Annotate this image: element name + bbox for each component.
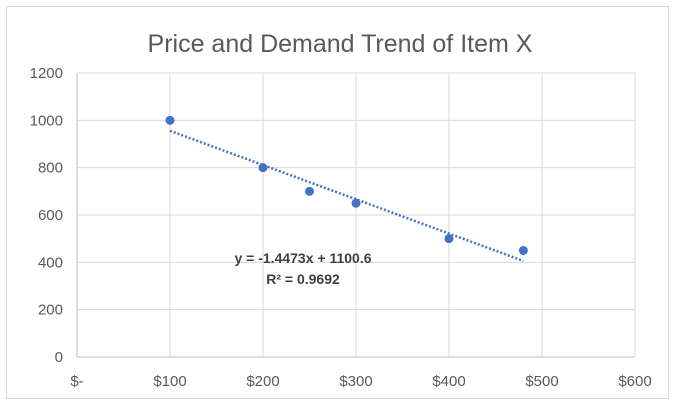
y-tick-label: 200 xyxy=(38,302,63,319)
x-tick-label: $500 xyxy=(525,373,558,390)
x-tick-label: $600 xyxy=(618,373,651,390)
data-point xyxy=(258,163,268,173)
tick-labels: 0 200 400 600 800 1000 1200 $- $100 $200 $300 $400 $… xyxy=(30,65,652,390)
data-point xyxy=(518,246,528,255)
trendline xyxy=(169,129,524,263)
data-point xyxy=(165,115,175,125)
x-tick-label: $100 xyxy=(153,373,186,390)
y-tick-label: 800 xyxy=(38,160,63,177)
trendline-group xyxy=(169,129,524,263)
y-tick-label: 1200 xyxy=(30,65,63,82)
data-points xyxy=(165,115,528,255)
axes xyxy=(76,73,635,358)
trendline-labels: y = -1.4473x + 1100.6 R² = 0.9692 xyxy=(234,250,371,287)
trendline-r-squared: R² = 0.9692 xyxy=(266,271,340,287)
chart-title: Price and Demand Trend of Item X xyxy=(148,30,533,58)
data-point xyxy=(444,234,454,244)
data-point xyxy=(351,198,361,208)
gridlines xyxy=(77,72,636,357)
data-point xyxy=(305,186,314,196)
chart-container xyxy=(6,6,669,399)
y-tick-label: 1000 xyxy=(30,112,63,129)
y-tick-label: 600 xyxy=(38,207,63,224)
y-tick-label: 400 xyxy=(38,254,63,271)
trendline-equation: y = -1.4473x + 1100.6 xyxy=(234,250,371,266)
x-tick-label: $200 xyxy=(246,373,279,390)
x-tick-label: $- xyxy=(70,373,83,390)
x-tick-label: $400 xyxy=(432,373,465,390)
x-tick-label: $300 xyxy=(339,373,372,390)
y-tick-label: 0 xyxy=(55,349,63,366)
